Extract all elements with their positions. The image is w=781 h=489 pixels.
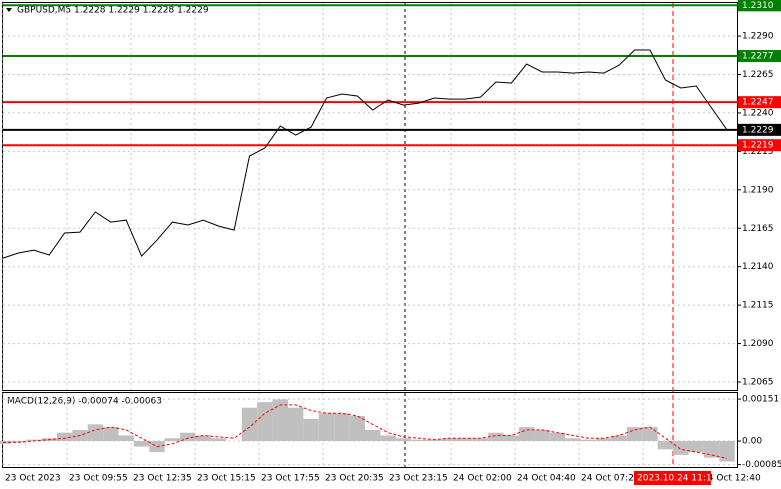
y-tick-label: 1.2215 [742,147,774,157]
histogram-bar [596,438,612,442]
level-label: 1.2277 [742,52,774,62]
histogram-bar [395,438,412,442]
histogram-bar [334,413,350,442]
histogram-bar [365,429,381,442]
histogram-bar [673,441,689,455]
histogram-bar [426,439,443,442]
histogram-bar [549,432,566,442]
histogram-bar [133,441,150,447]
histogram-bar [257,402,273,442]
histogram-bar [26,439,42,442]
level-label: 1.2310 [742,1,774,11]
y-tick-label: -0.00085 [742,460,781,470]
histogram-bar [349,416,365,442]
menu-icon [6,8,12,12]
y-tick-label: 0.00 [742,437,762,447]
macd-title: MACD(12,26,9) -0.00074 -0.00063 [7,397,162,407]
y-tick-label: 1.2065 [742,378,774,388]
x-tick-label: 24 Oct 12:40 [702,474,761,484]
x-tick-label: 23 Oct 12:35 [133,474,192,484]
histogram-bar [195,435,211,442]
histogram-bar [287,407,304,442]
price-line [2,49,728,259]
histogram-bar [519,427,535,442]
signal-line [3,404,728,459]
histogram-bar [56,432,73,442]
y-tick-label: 1.2190 [742,185,774,195]
y-tick-label: 1.2140 [742,262,774,272]
level-tag [738,123,781,136]
histogram-bar [626,427,643,442]
y-tick-label: 0.00151 [742,395,779,405]
histogram-bar [642,427,658,442]
histogram-bar [210,438,227,442]
histogram-bar [657,441,674,450]
x-tick-label: 23 Oct 09:55 [69,474,128,484]
histogram-bar [10,441,27,443]
histogram-bar [272,399,288,442]
level-tag [738,139,781,152]
histogram-bar [318,413,335,442]
histogram-bar [118,435,134,442]
level-tag [738,96,781,109]
histogram-bar [565,438,581,442]
histogram-bar [611,435,627,442]
histogram-bar [688,441,704,453]
histogram-bar [488,432,504,442]
histogram-bar [472,438,489,442]
histogram-bar [103,427,119,442]
histogram-bar [442,438,458,442]
y-tick-label: 1.2290 [742,32,774,42]
x-tick-label: 23 Oct 2023 [5,474,61,484]
x-tick-label: 23 Oct 20:35 [325,474,384,484]
histogram-bar [457,438,473,442]
y-tick-label: 1.2115 [742,301,774,311]
y-tick-label: 1.2090 [742,339,774,349]
y-tick-label: 1.2240 [742,108,774,118]
level-label: 1.2247 [742,98,774,108]
histogram-bar [703,441,720,458]
level-label: 1.2229 [742,125,774,135]
x-tick-label: 24 Oct 02:00 [453,474,512,484]
price-panel [2,2,738,391]
histogram-bar [303,418,319,442]
histogram-bar [411,439,427,442]
histogram-bar [534,429,550,442]
level-tag [738,50,781,63]
y-tick-label: 1.2165 [742,224,774,234]
histogram-bar [87,424,104,442]
x-tick-label: 23 Oct 15:15 [197,474,256,484]
cursor-label: 2023.10.24 11:15 [637,474,717,484]
histogram-bar [719,441,735,462]
histogram-bar [503,435,520,442]
histogram-bar [241,407,258,442]
histogram-bar [380,435,396,442]
cursor-tag [634,471,711,485]
histogram-bar [180,432,196,442]
level-label: 1.2219 [742,141,774,151]
level-tag [738,0,781,12]
x-tick-label: 24 Oct 04:40 [517,474,576,484]
histogram-bar [164,438,181,442]
chart-title: GBPUSD,M5 1.2228 1.2229 1.2228 1.2229 [17,6,209,16]
y-tick-label: 1.2265 [742,70,774,80]
histogram-bar [580,439,597,442]
x-tick-label: 23 Oct 23:15 [389,474,448,484]
x-tick-label: 23 Oct 17:55 [261,474,320,484]
x-tick-label: 24 Oct 07:20 [581,474,640,484]
